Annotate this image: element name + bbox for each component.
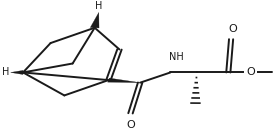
Polygon shape [11, 70, 23, 75]
Text: O: O [228, 24, 237, 34]
Polygon shape [90, 12, 99, 28]
Text: H: H [2, 67, 9, 77]
Text: O: O [126, 120, 135, 130]
Text: NH: NH [169, 52, 184, 62]
Text: H: H [95, 1, 102, 11]
Text: O: O [246, 67, 255, 77]
Polygon shape [108, 78, 140, 83]
